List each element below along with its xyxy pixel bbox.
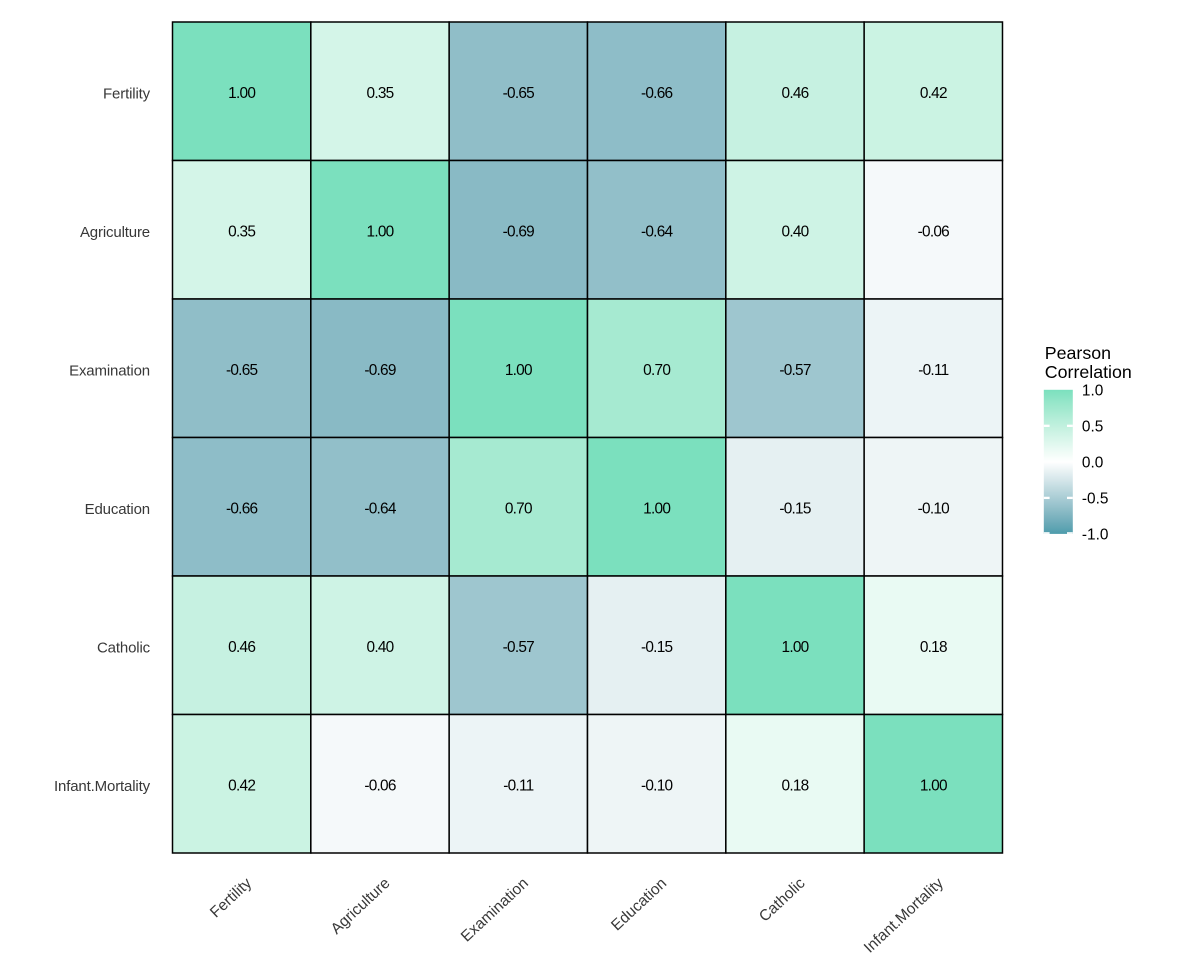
svg-text:-1.0: -1.0: [1082, 527, 1109, 544]
svg-text:-0.10: -0.10: [918, 501, 950, 518]
svg-text:0.42: 0.42: [920, 85, 947, 102]
svg-text:0.35: 0.35: [367, 85, 394, 102]
svg-text:Education: Education: [85, 501, 150, 518]
svg-text:0.0: 0.0: [1082, 454, 1103, 471]
svg-text:Infant.Mortality: Infant.Mortality: [54, 778, 151, 795]
svg-text:-0.69: -0.69: [503, 224, 535, 241]
svg-text:Pearson: Pearson: [1045, 343, 1111, 363]
svg-text:-0.15: -0.15: [779, 501, 811, 518]
svg-text:-0.11: -0.11: [503, 778, 533, 795]
svg-text:0.46: 0.46: [782, 85, 809, 102]
svg-text:0.35: 0.35: [228, 224, 255, 241]
svg-text:1.00: 1.00: [643, 501, 670, 518]
svg-text:Fertility: Fertility: [103, 85, 151, 102]
svg-text:0.70: 0.70: [643, 362, 670, 379]
svg-text:0.18: 0.18: [782, 778, 809, 795]
svg-text:Correlation: Correlation: [1045, 362, 1132, 382]
svg-text:-0.64: -0.64: [364, 501, 397, 518]
svg-text:1.00: 1.00: [505, 362, 532, 379]
svg-text:-0.66: -0.66: [226, 501, 258, 518]
svg-text:1.0: 1.0: [1082, 382, 1103, 399]
svg-text:-0.66: -0.66: [641, 85, 673, 102]
svg-text:0.5: 0.5: [1082, 418, 1103, 435]
svg-text:0.40: 0.40: [367, 639, 394, 656]
svg-text:0.70: 0.70: [505, 501, 532, 518]
svg-text:-0.11: -0.11: [918, 362, 948, 379]
svg-text:Catholic: Catholic: [97, 639, 151, 656]
svg-text:0.42: 0.42: [228, 778, 255, 795]
svg-text:-0.69: -0.69: [364, 362, 396, 379]
svg-text:-0.65: -0.65: [226, 362, 258, 379]
svg-text:1.00: 1.00: [782, 639, 809, 656]
svg-text:0.46: 0.46: [228, 639, 255, 656]
svg-text:-0.5: -0.5: [1082, 490, 1109, 507]
svg-text:-0.65: -0.65: [503, 85, 535, 102]
svg-text:-0.10: -0.10: [641, 778, 673, 795]
svg-text:1.00: 1.00: [228, 85, 255, 102]
svg-text:0.40: 0.40: [782, 224, 809, 241]
svg-text:-0.06: -0.06: [364, 778, 396, 795]
svg-text:-0.64: -0.64: [641, 224, 674, 241]
svg-text:-0.15: -0.15: [641, 639, 673, 656]
svg-text:0.18: 0.18: [920, 639, 947, 656]
svg-text:Examination: Examination: [69, 362, 150, 379]
svg-text:Agriculture: Agriculture: [80, 224, 150, 241]
svg-text:-0.57: -0.57: [779, 362, 811, 379]
svg-text:-0.06: -0.06: [918, 224, 950, 241]
svg-text:1.00: 1.00: [367, 224, 394, 241]
svg-text:-0.57: -0.57: [503, 639, 535, 656]
svg-text:1.00: 1.00: [920, 778, 947, 795]
